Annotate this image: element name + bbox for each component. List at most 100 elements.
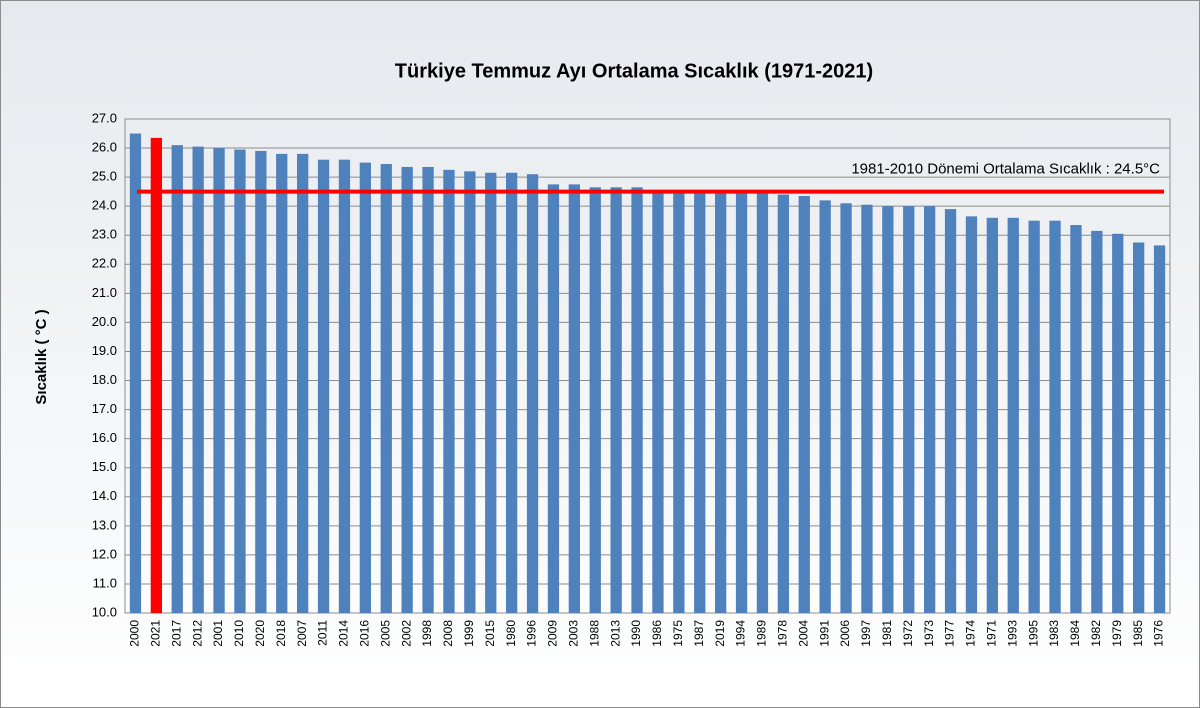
y-axis-label: Sıcaklık ( °C ) — [33, 309, 50, 404]
bar — [798, 196, 810, 613]
y-tick-label: 19.0 — [92, 343, 117, 358]
x-tick-label: 1976 — [1152, 620, 1166, 647]
bar — [924, 206, 936, 614]
x-tick-label: 1999 — [462, 620, 476, 647]
bar — [401, 166, 413, 613]
bar — [255, 150, 267, 613]
bar — [192, 146, 204, 613]
bar — [715, 191, 727, 613]
y-tick-label: 23.0 — [92, 227, 117, 242]
x-tick-label: 2003 — [567, 620, 581, 647]
x-tick-label: 1975 — [671, 620, 685, 647]
bar — [610, 187, 622, 613]
bar — [422, 166, 434, 613]
bar — [631, 187, 643, 613]
x-tick-label: 1981 — [880, 620, 894, 647]
x-tick-label: 2014 — [337, 620, 351, 647]
bar — [1153, 245, 1166, 613]
y-tick-label: 26.0 — [92, 139, 117, 154]
x-tick-label: 2006 — [838, 620, 852, 647]
bar — [673, 191, 685, 613]
bar — [694, 191, 706, 613]
y-tick-label: 27.0 — [92, 110, 117, 125]
x-tick-label: 2015 — [483, 620, 497, 647]
bar — [171, 145, 183, 613]
bar — [297, 153, 309, 613]
bar — [213, 148, 225, 613]
x-tick-label: 1989 — [755, 620, 769, 647]
x-tick-label: 1972 — [901, 620, 915, 647]
bar — [485, 172, 497, 613]
y-tick-label: 11.0 — [93, 575, 117, 590]
x-tick-label: 2018 — [274, 620, 288, 647]
x-tick-label: 1988 — [587, 620, 601, 647]
x-tick-label: 1993 — [1005, 620, 1019, 647]
bar — [840, 203, 852, 614]
bar — [568, 184, 580, 613]
x-tick-label: 2017 — [169, 620, 183, 647]
bar — [652, 190, 664, 613]
x-tick-label: 1985 — [1131, 620, 1145, 647]
x-tick-label: 1979 — [1110, 620, 1124, 647]
bar — [965, 216, 978, 614]
bar — [1070, 225, 1082, 614]
x-tick-label: 2013 — [608, 620, 622, 647]
x-tick-label: 1978 — [776, 620, 790, 647]
y-tick-label: 14.0 — [92, 488, 117, 503]
x-tick-label: 2005 — [378, 620, 392, 647]
bar — [903, 206, 915, 614]
bar — [276, 153, 288, 613]
y-tick-label: 15.0 — [92, 459, 117, 474]
x-tick-label: 2021 — [149, 620, 163, 647]
y-tick-label: 18.0 — [92, 372, 117, 387]
x-tick-label: 2020 — [253, 620, 267, 647]
x-tick-label: 2002 — [399, 620, 413, 647]
bar — [777, 194, 789, 613]
x-tick-label: 1974 — [964, 620, 978, 647]
bar — [234, 149, 246, 613]
x-tick-label: 2011 — [316, 620, 330, 646]
reference-label: 1981-2010 Dönemi Ortalama Sıcaklık : 24.… — [851, 161, 1160, 178]
x-tick-label: 2009 — [546, 620, 560, 647]
x-tick-label: 2016 — [358, 620, 372, 647]
x-tick-label: 1973 — [922, 620, 936, 647]
bar — [317, 159, 330, 613]
bar — [735, 191, 748, 613]
x-tick-label: 1971 — [985, 620, 999, 647]
bar — [1049, 220, 1061, 614]
bar — [464, 171, 476, 613]
bar — [589, 187, 601, 613]
y-tick-label: 16.0 — [92, 430, 117, 445]
y-tick-label: 10.0 — [92, 604, 117, 619]
x-tick-label: 1984 — [1068, 620, 1082, 647]
bar — [819, 200, 831, 614]
y-tick-label: 20.0 — [92, 314, 117, 329]
bar — [1007, 217, 1019, 614]
x-tick-label: 1998 — [420, 620, 434, 647]
x-tick-label: 1982 — [1089, 620, 1103, 647]
bar — [756, 193, 769, 613]
x-tick-label: 1997 — [859, 620, 873, 647]
x-tick-label: 1990 — [629, 620, 643, 647]
bar — [526, 174, 539, 613]
x-tick-label: 1980 — [504, 620, 518, 647]
bar — [986, 217, 998, 614]
bar — [359, 162, 371, 613]
bar — [1133, 242, 1145, 613]
x-tick-label: 1994 — [734, 620, 748, 647]
bar — [1112, 233, 1124, 613]
bar — [547, 184, 560, 613]
y-tick-label: 13.0 — [92, 517, 117, 532]
bar — [1028, 220, 1040, 614]
chart-title: Türkiye Temmuz Ayı Ortalama Sıcaklık (19… — [395, 60, 873, 82]
x-tick-label: 1983 — [1047, 620, 1061, 647]
bar — [443, 169, 455, 613]
x-tick-label: 1987 — [692, 620, 706, 647]
x-tick-label: 2001 — [211, 620, 225, 647]
x-tick-label: 1995 — [1026, 620, 1040, 647]
y-tick-label: 21.0 — [92, 285, 117, 300]
y-tick-label: 25.0 — [92, 169, 117, 184]
bar — [380, 164, 392, 613]
x-tick-label: 2010 — [232, 620, 246, 647]
